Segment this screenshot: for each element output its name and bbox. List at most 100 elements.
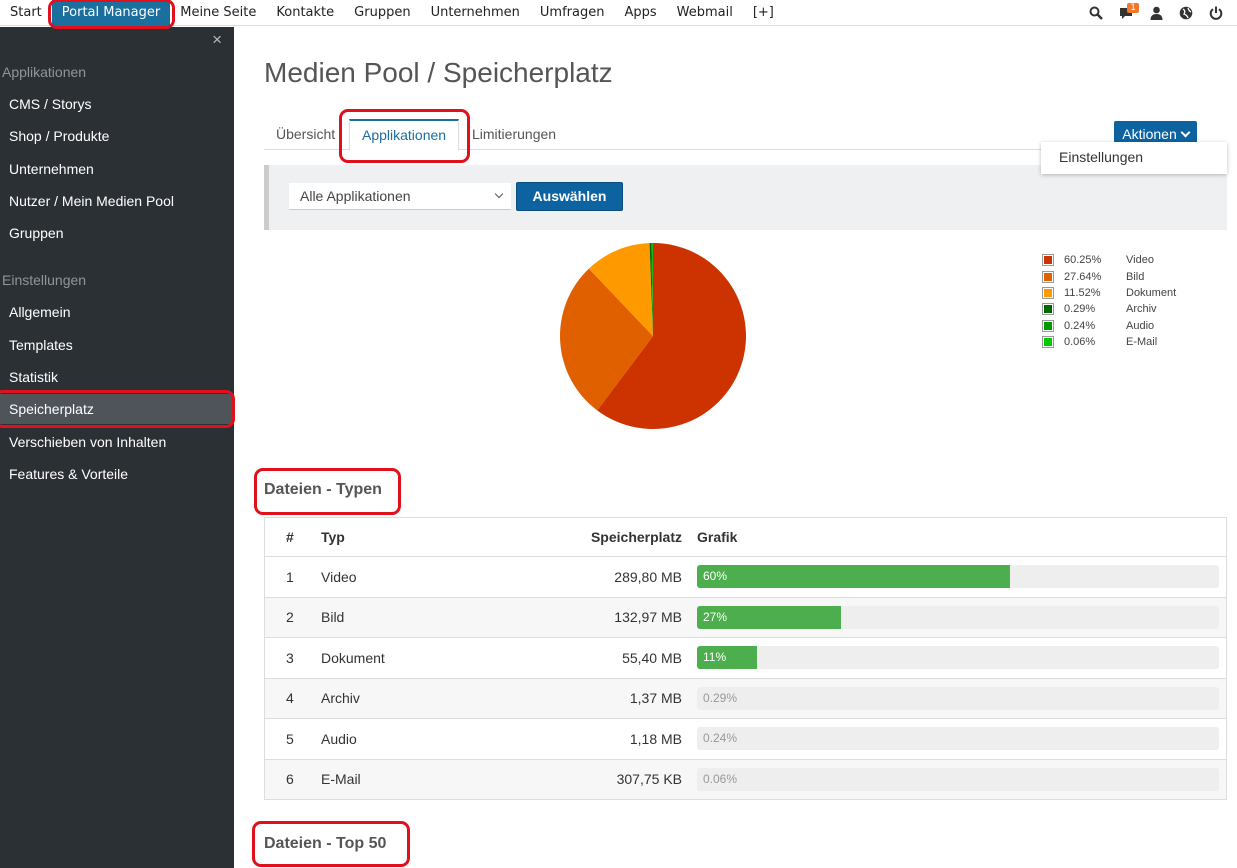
application-select-value: Alle Applikationen	[300, 188, 411, 204]
progress-label: 0.29%	[703, 690, 738, 705]
storage-pie-chart	[560, 243, 746, 429]
row-num: 4	[286, 690, 294, 707]
progress-bar: 0.06%	[697, 767, 1219, 791]
sidebar-item-allgemein[interactable]: Allgemein	[9, 304, 71, 320]
legend-swatch	[1042, 303, 1054, 316]
legend-label: Bild	[1126, 270, 1145, 283]
row-typ: E-Mail	[321, 771, 361, 788]
sidebar-item-statistik[interactable]: Statistik	[9, 369, 59, 385]
types-table: # Typ Speicherplatz Grafik 1 Video 289,80 …	[264, 517, 1227, 800]
filter-bar: Alle Applikationen Auswählen	[264, 165, 1227, 230]
apply-button[interactable]: Auswählen	[516, 182, 623, 211]
progress-label: 0.06%	[703, 771, 738, 786]
legend-value: 11.52%	[1064, 286, 1101, 299]
nav-start[interactable]: Start	[10, 5, 42, 20]
nav-umfragen[interactable]: Umfragen	[539, 5, 605, 20]
legend-item: 0.06% E-Mail	[1042, 334, 1176, 350]
table-row: 3 Dokument 55,40 MB 11%	[265, 637, 1226, 678]
legend-swatch	[1042, 319, 1054, 332]
chevron-down-icon	[494, 189, 504, 199]
sidebar-item-nutzer-medien-pool[interactable]: Nutzer / Mein Medien Pool	[9, 193, 174, 209]
sidebar-item-verschieben[interactable]: Verschieben von Inhalten	[9, 434, 167, 450]
nav-more[interactable]: [+]	[752, 5, 774, 20]
legend-label: Audio	[1126, 319, 1155, 332]
row-size: 132,97 MB	[614, 609, 682, 626]
row-typ: Archiv	[321, 690, 360, 707]
row-size: 55,40 MB	[622, 649, 682, 666]
header-typ: Typ	[321, 529, 345, 545]
application-select[interactable]: Alle Applikationen	[289, 183, 511, 210]
table-row: 5 Audio 1,18 MB 0.24%	[265, 718, 1226, 759]
globe-icon[interactable]	[1171, 0, 1201, 26]
row-typ: Dokument	[321, 649, 385, 666]
close-icon[interactable]: ×	[212, 30, 222, 49]
tab-bar: Übersicht Applikationen Limitierungen	[264, 117, 1227, 151]
actions-label: Aktionen	[1122, 126, 1177, 142]
sidebar-item-features[interactable]: Features & Vorteile	[9, 466, 129, 482]
nav-unternehmen[interactable]: Unternehmen	[430, 5, 520, 20]
nav-portal-manager[interactable]: Portal Manager	[51, 0, 171, 26]
sidebar-item-gruppen[interactable]: Gruppen	[9, 225, 64, 241]
top-nav: Start Portal Manager Meine Seite Kontakt…	[0, 0, 784, 26]
sidebar-item-speicherplatz[interactable]: Speicherplatz	[0, 394, 234, 424]
progress-fill	[697, 646, 757, 669]
search-icon[interactable]	[1081, 0, 1111, 26]
nav-webmail[interactable]: Webmail	[676, 5, 733, 20]
sidebar-item-shop-produkte[interactable]: Shop / Produkte	[9, 128, 110, 144]
progress-label: 0.24%	[703, 731, 738, 745]
progress-fill	[697, 605, 841, 629]
tab-limitierungen[interactable]: Limitierungen	[472, 126, 557, 142]
progress-bar: 60%	[697, 565, 1219, 588]
actions-dropdown-settings[interactable]: Einstellungen	[1041, 142, 1227, 174]
sidebar: × Applikationen CMS / Storys Shop / Prod…	[0, 27, 234, 868]
pie-slice-audio	[651, 243, 653, 336]
tab-applikationen[interactable]: Applikationen	[349, 119, 460, 151]
legend-swatch	[1042, 254, 1054, 267]
table-row: 1 Video 289,80 MB 60%	[265, 556, 1226, 597]
top-icons: 1	[1081, 0, 1231, 26]
legend-label: Video	[1126, 254, 1154, 267]
row-num: 6	[286, 771, 294, 788]
header-size: Speicherplatz	[590, 529, 682, 545]
pie-legend: 60.25% Video 27.64% Bild 11.52% Dokument 0.29%…	[1042, 252, 1176, 350]
legend-value: 60.25%	[1064, 254, 1102, 267]
legend-swatch	[1042, 270, 1054, 283]
sidebar-item-unternehmen[interactable]: Unternehmen	[9, 161, 94, 177]
progress-fill	[697, 565, 1010, 588]
sidebar-section-applikationen: Applikationen	[2, 64, 87, 80]
messages-icon[interactable]: 1	[1111, 0, 1141, 26]
legend-swatch	[1042, 286, 1054, 299]
header-num: #	[286, 529, 294, 545]
row-typ: Audio	[321, 730, 357, 747]
sidebar-item-templates[interactable]: Templates	[9, 337, 73, 353]
nav-gruppen[interactable]: Gruppen	[354, 5, 411, 20]
pie-slice-bild	[560, 268, 653, 411]
legend-item: 27.64% Bild	[1042, 268, 1176, 284]
legend-item: 11.52% Dokument	[1042, 285, 1176, 301]
legend-item: 60.25% Video	[1042, 252, 1176, 268]
row-size: 289,80 MB	[614, 568, 682, 585]
user-icon[interactable]	[1141, 0, 1171, 26]
table-row: 4 Archiv 1,37 MB 0.29%	[265, 677, 1226, 718]
row-typ: Bild	[321, 609, 345, 626]
row-size: 1,37 MB	[629, 690, 682, 707]
nav-meine-seite[interactable]: Meine Seite	[180, 5, 257, 20]
tab-uebersicht[interactable]: Übersicht	[276, 126, 336, 142]
table-header: # Typ Speicherplatz Grafik	[265, 518, 1226, 556]
progress-label: 27%	[703, 609, 728, 624]
main-content: Medien Pool / Speicherplatz Übersicht Ap…	[264, 27, 1227, 868]
pie-slice-dokument	[588, 243, 653, 336]
row-num: 1	[286, 568, 294, 585]
sidebar-section-einstellungen: Einstellungen	[2, 272, 87, 288]
sidebar-item-cms-storys[interactable]: CMS / Storys	[9, 96, 92, 112]
row-num: 2	[286, 609, 294, 626]
top-bar: Start Portal Manager Meine Seite Kontakt…	[0, 0, 1237, 26]
nav-kontakte[interactable]: Kontakte	[276, 5, 335, 20]
pie-slice-archiv	[649, 243, 653, 336]
nav-apps[interactable]: Apps	[624, 5, 657, 20]
power-icon[interactable]	[1201, 0, 1231, 26]
row-size: 307,75 KB	[616, 771, 682, 788]
legend-label: E-Mail	[1126, 336, 1158, 349]
legend-label: Archiv	[1126, 303, 1157, 316]
progress-label: 11%	[703, 650, 727, 664]
